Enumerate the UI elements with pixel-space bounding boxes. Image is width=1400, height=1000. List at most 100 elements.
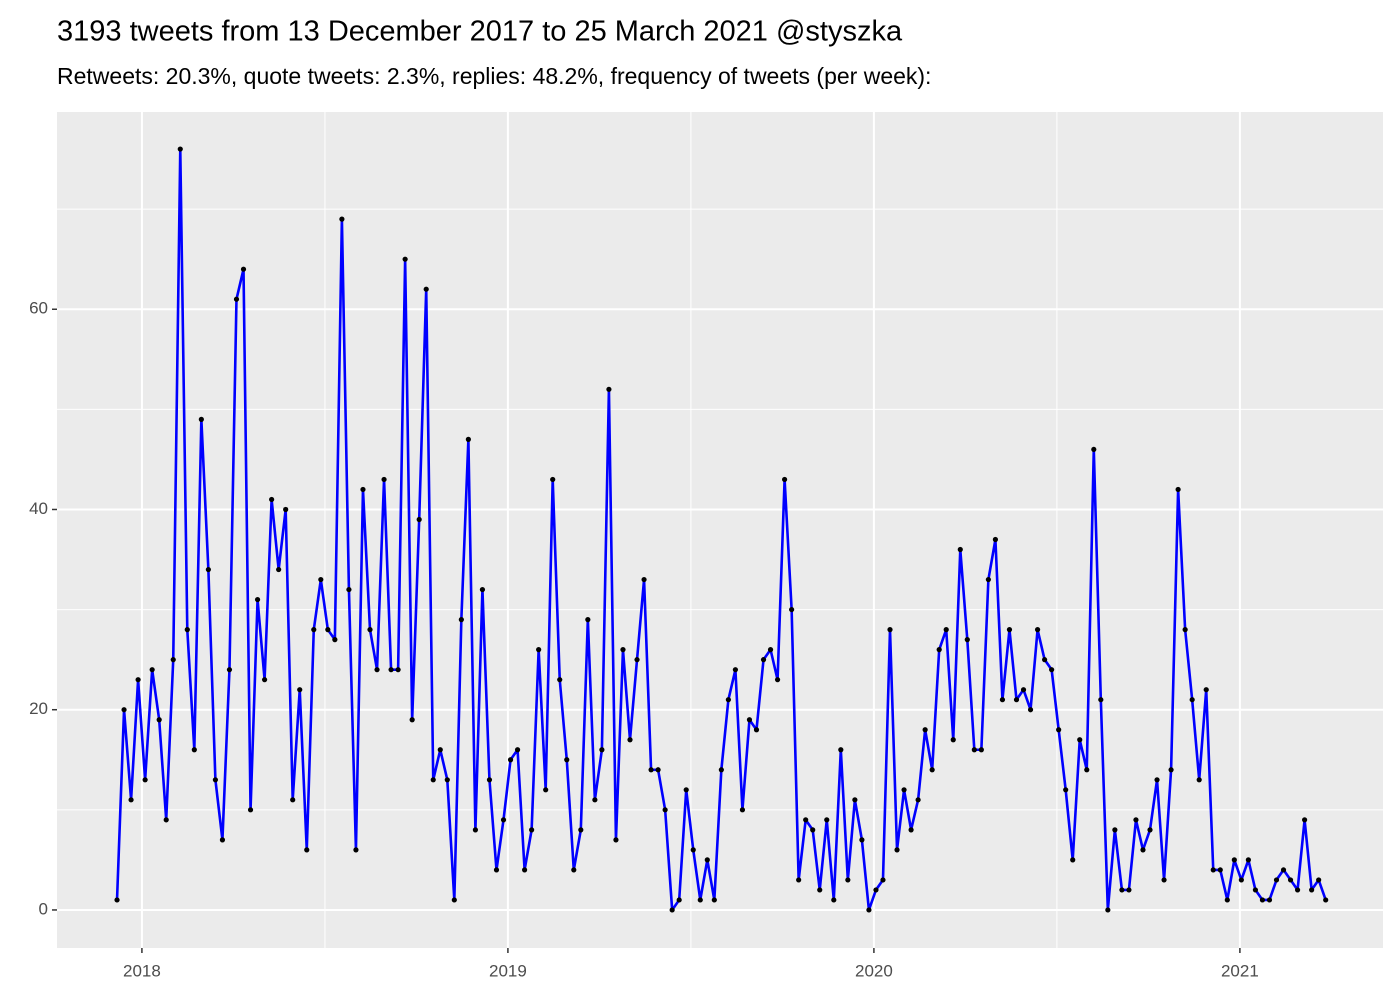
data-point [550, 476, 556, 483]
data-point [212, 777, 219, 783]
data-point [1147, 827, 1153, 833]
data-point [746, 717, 753, 723]
data-point [283, 506, 289, 513]
data-point [381, 476, 387, 483]
data-point [1126, 887, 1132, 893]
data-point [536, 647, 542, 653]
data-point [880, 877, 886, 883]
data-point [1302, 817, 1308, 823]
x-tick-label: 2020 [855, 961, 893, 980]
data-point [1224, 897, 1230, 903]
data-point [332, 637, 338, 643]
data-point [810, 827, 816, 833]
data-point [557, 677, 563, 683]
data-point [198, 416, 204, 422]
data-point [718, 767, 724, 773]
data-point [620, 647, 626, 653]
data-point [353, 847, 359, 853]
data-point [135, 677, 141, 683]
data-point [978, 747, 984, 753]
data-point [184, 627, 190, 633]
data-point [226, 667, 233, 673]
data-point [774, 677, 781, 683]
data-point [1273, 877, 1280, 883]
data-point [170, 657, 176, 663]
data-point [704, 857, 710, 863]
data-point [1013, 697, 1020, 703]
data-point [451, 897, 457, 903]
data-point [992, 536, 999, 543]
data-point [922, 727, 928, 733]
data-point [479, 586, 486, 593]
data-point [852, 797, 858, 803]
data-point [887, 627, 893, 633]
data-point [908, 827, 914, 833]
data-point [269, 496, 275, 503]
data-point [472, 827, 479, 833]
data-point [346, 586, 352, 593]
data-point [732, 667, 739, 673]
data-point [1189, 697, 1195, 703]
data-point [662, 807, 668, 813]
data-point [634, 657, 640, 663]
data-point [1252, 887, 1259, 893]
data-point [1091, 446, 1097, 453]
data-point [521, 867, 528, 873]
data-point [458, 617, 464, 623]
data-point [290, 797, 296, 803]
data-point [669, 907, 675, 913]
data-point [894, 847, 900, 853]
data-point [1034, 627, 1041, 633]
data-point [824, 817, 830, 823]
x-tick-label: 2021 [1221, 961, 1259, 980]
data-point [430, 777, 436, 783]
data-point [114, 897, 120, 903]
data-point [493, 867, 500, 873]
data-point [486, 777, 493, 783]
data-point [500, 817, 507, 823]
data-point [1112, 827, 1118, 833]
data-point [655, 767, 661, 773]
data-point [444, 777, 450, 783]
data-point [156, 717, 162, 723]
data-point [529, 827, 535, 833]
data-point [1084, 767, 1090, 773]
data-point [1154, 777, 1160, 783]
data-point [507, 757, 514, 763]
data-point [395, 667, 401, 673]
data-point [1294, 887, 1301, 893]
data-point [796, 877, 802, 883]
y-tick-label: 40 [29, 499, 48, 518]
data-point [697, 897, 703, 903]
data-point [1006, 627, 1013, 633]
data-point [753, 727, 760, 733]
data-point [240, 266, 247, 272]
data-point [943, 627, 949, 633]
data-point [760, 657, 767, 663]
data-point [142, 777, 148, 783]
data-point [1287, 877, 1294, 883]
data-point [1168, 767, 1174, 773]
data-point [725, 697, 731, 703]
data-point [423, 286, 429, 292]
data-point [585, 617, 591, 623]
data-point [339, 216, 345, 222]
data-point [683, 787, 689, 793]
x-tick-label: 2018 [123, 961, 161, 980]
data-point [767, 647, 774, 653]
data-point [817, 887, 823, 893]
data-point [606, 386, 612, 392]
plot-panel [57, 112, 1383, 948]
data-point [219, 837, 226, 843]
data-point [803, 817, 809, 823]
data-point [1196, 777, 1202, 783]
data-point [1245, 857, 1251, 863]
data-point [191, 747, 197, 753]
data-point [641, 576, 647, 583]
data-point [1316, 877, 1322, 883]
data-point [1259, 897, 1266, 903]
data-point [1203, 687, 1209, 693]
chart-subtitle: Retweets: 20.3%, quote tweets: 2.3%, rep… [57, 63, 931, 89]
data-point [1070, 857, 1076, 863]
